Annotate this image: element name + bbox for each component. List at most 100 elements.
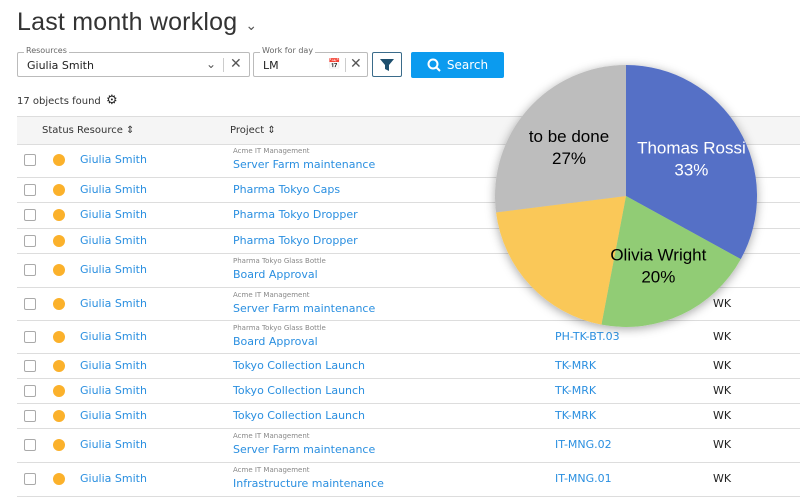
project-parent: Pharma Tokyo Glass Bottle bbox=[233, 257, 326, 265]
project-link[interactable]: Pharma Tokyo Dropper bbox=[233, 208, 358, 221]
search-icon bbox=[427, 58, 441, 72]
table-row: Giulia Smith Tokyo Collection Launch TK-… bbox=[17, 403, 800, 429]
code-link[interactable]: IT-MNG.02 bbox=[555, 438, 612, 451]
project-link[interactable]: Pharma Tokyo Dropper bbox=[233, 233, 358, 247]
status-indicator bbox=[53, 209, 65, 221]
filter-icon bbox=[380, 59, 394, 71]
resource-link[interactable]: Giulia Smith bbox=[80, 408, 147, 422]
project-link[interactable]: Infrastructure maintenance bbox=[233, 477, 384, 490]
project-link[interactable]: Tokyo Collection Launch bbox=[233, 408, 366, 422]
status-indicator bbox=[53, 330, 65, 343]
pie-slice[interactable] bbox=[601, 196, 741, 327]
resource-link[interactable]: Giulia Smith bbox=[80, 263, 147, 276]
table-row: Giulia Smith Acme IT Management Infrastr… bbox=[17, 462, 800, 497]
resource-link[interactable]: Giulia Smith bbox=[80, 296, 147, 310]
resource-link[interactable]: Giulia Smith bbox=[80, 208, 147, 221]
table-row: Giulia Smith Pharma Tokyo Glass Bottle B… bbox=[17, 253, 800, 288]
row-checkbox[interactable] bbox=[24, 384, 36, 397]
page-title[interactable]: Last month worklog ⌄ bbox=[17, 8, 258, 36]
table-row: Giulia Smith Pharma Tokyo Glass Bottle B… bbox=[17, 320, 800, 354]
status-indicator bbox=[53, 264, 65, 276]
column-resource[interactable]: Resource ⇕ bbox=[77, 125, 135, 136]
code-link[interactable]: IT-MNG.01 bbox=[555, 472, 612, 485]
resources-select[interactable]: Resources Giulia Smith ⌄ ✕ bbox=[17, 46, 250, 77]
row-checkbox[interactable] bbox=[24, 154, 36, 166]
row-checkbox[interactable] bbox=[24, 297, 36, 310]
divider bbox=[223, 58, 224, 72]
sort-icon[interactable]: ⇕ bbox=[267, 125, 276, 136]
resources-label: Resources bbox=[24, 46, 69, 55]
project-link[interactable]: Server Farm maintenance bbox=[233, 158, 376, 171]
resource-link[interactable]: Giulia Smith bbox=[80, 472, 147, 485]
code-link[interactable]: TK-MRK bbox=[555, 408, 597, 422]
status-indicator bbox=[53, 473, 65, 485]
project-parent: Acme IT Management bbox=[233, 147, 310, 155]
project-parent: Pharma Tokyo Glass Bottle bbox=[233, 323, 326, 332]
resource-link[interactable]: Giulia Smith bbox=[80, 329, 147, 343]
project-link[interactable]: Pharma Tokyo Caps bbox=[233, 182, 341, 196]
work-day-label: Work for day bbox=[260, 46, 316, 55]
chevron-down-icon[interactable]: ⌄ bbox=[245, 17, 258, 33]
row-checkbox[interactable] bbox=[24, 209, 36, 221]
table-row: Giulia Smith Acme IT Management Server F… bbox=[17, 428, 800, 463]
resource-link[interactable]: Giulia Smith bbox=[80, 182, 147, 196]
filter-button[interactable] bbox=[372, 52, 402, 77]
code-link[interactable]: TK-MRK bbox=[555, 383, 597, 397]
results-count: 17 objects found bbox=[17, 96, 101, 107]
search-button[interactable]: Search bbox=[411, 52, 504, 78]
column-project[interactable]: Project ⇕ bbox=[230, 125, 276, 136]
table-row: Giulia Smith Pharma Tokyo Caps bbox=[17, 177, 800, 203]
table-row: Giulia Smith Pharma Tokyo Dropper bbox=[17, 228, 800, 254]
sort-icon[interactable]: ⇕ bbox=[126, 125, 135, 136]
row-checkbox[interactable] bbox=[24, 234, 36, 247]
row-checkbox[interactable] bbox=[24, 473, 36, 485]
project-link[interactable]: Tokyo Collection Launch bbox=[233, 358, 366, 372]
project-link[interactable]: Board Approval bbox=[233, 268, 318, 281]
row-checkbox[interactable] bbox=[24, 330, 36, 343]
row-checkbox[interactable] bbox=[24, 409, 36, 422]
type-value: WK bbox=[713, 472, 732, 485]
table-row: Giulia Smith Acme IT Management Server F… bbox=[17, 287, 800, 321]
gear-icon[interactable]: ⚙ bbox=[106, 93, 118, 108]
pie-slice[interactable] bbox=[626, 65, 757, 260]
project-parent: Acme IT Management bbox=[233, 466, 310, 474]
column-status: Status bbox=[42, 125, 74, 136]
pie-slice[interactable] bbox=[496, 196, 626, 325]
clear-icon[interactable]: ✕ bbox=[230, 56, 242, 72]
project-link[interactable]: Server Farm maintenance bbox=[233, 301, 376, 315]
row-checkbox[interactable] bbox=[24, 264, 36, 276]
code-link[interactable]: TK-MRK bbox=[555, 358, 597, 372]
clear-icon[interactable]: ✕ bbox=[350, 56, 362, 72]
resource-link[interactable]: Giulia Smith bbox=[80, 438, 147, 451]
type-value: WK bbox=[713, 329, 732, 343]
status-indicator bbox=[53, 359, 65, 372]
type-value: WK bbox=[713, 438, 732, 451]
row-checkbox[interactable] bbox=[24, 183, 36, 196]
pie-label: 20% bbox=[641, 268, 675, 287]
table-row: Giulia Smith Acme IT Management Server F… bbox=[17, 143, 800, 178]
resource-link[interactable]: Giulia Smith bbox=[80, 233, 147, 247]
pie-slice[interactable] bbox=[495, 65, 626, 213]
resource-link[interactable]: Giulia Smith bbox=[80, 358, 147, 372]
calendar-icon[interactable]: 📅 bbox=[328, 59, 341, 70]
status-indicator bbox=[53, 297, 65, 310]
pie-label: 27% bbox=[552, 149, 586, 168]
resource-link[interactable]: Giulia Smith bbox=[80, 383, 147, 397]
pie-label: 33% bbox=[674, 160, 708, 179]
project-link[interactable]: Board Approval bbox=[233, 334, 318, 348]
table-row: Giulia Smith Tokyo Collection Launch TK-… bbox=[17, 378, 800, 404]
project-parent: Acme IT Management bbox=[233, 290, 310, 299]
project-link[interactable]: Tokyo Collection Launch bbox=[233, 383, 366, 397]
code-link[interactable]: PH-TK-BT.03 bbox=[555, 329, 620, 343]
project-link[interactable]: Server Farm maintenance bbox=[233, 443, 376, 456]
type-value: WK bbox=[713, 358, 732, 372]
resource-link[interactable]: Giulia Smith bbox=[80, 153, 147, 166]
table-row: Giulia Smith Pharma Tokyo Dropper bbox=[17, 202, 800, 229]
row-checkbox[interactable] bbox=[24, 439, 36, 451]
work-day-field[interactable]: Work for day LM 📅 ✕ bbox=[253, 46, 368, 77]
resources-value: Giulia Smith bbox=[27, 59, 94, 72]
pie-label: Thomas Rossi bbox=[637, 138, 746, 157]
chevron-down-icon[interactable]: ⌄ bbox=[206, 57, 217, 71]
row-checkbox[interactable] bbox=[24, 359, 36, 372]
status-indicator bbox=[53, 154, 65, 166]
